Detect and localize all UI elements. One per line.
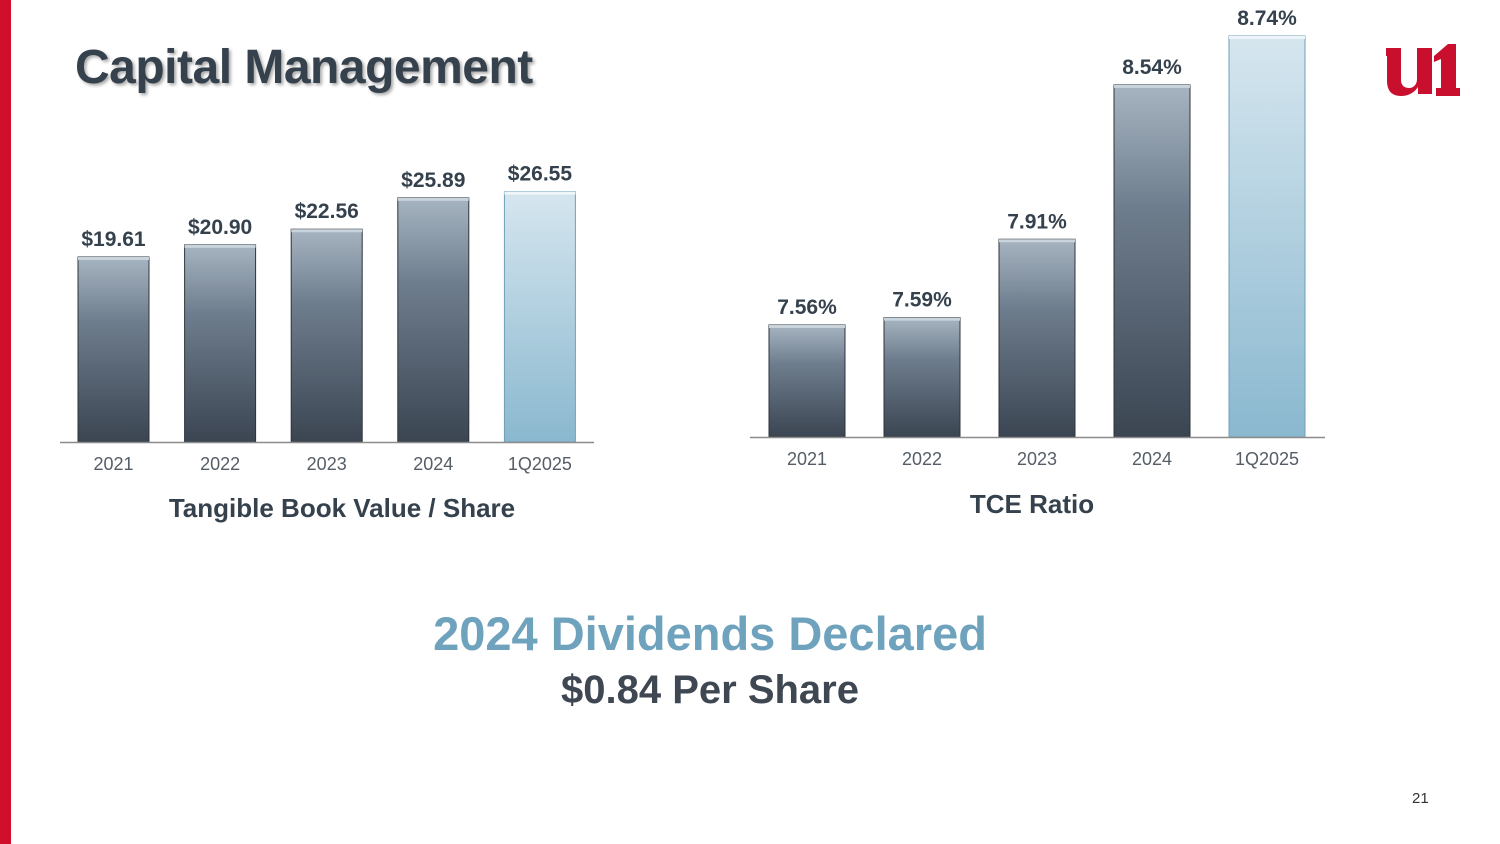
tce-chart: 7.56% 2021 7.59% 2022 7.91% 2023 8.54% 2024 8.74… <box>750 7 1325 519</box>
tbv-value-label-1Q2025: $26.55 <box>508 163 573 186</box>
accent-bar <box>0 0 11 844</box>
tbv-category-label-2023: 2023 <box>307 454 347 474</box>
tbv-bar-2021 <box>77 256 150 443</box>
tce-value-label-2022: 7.59% <box>892 289 952 312</box>
tbv-value-label-2023: $22.56 <box>295 200 359 223</box>
tce-bar-cap-2021 <box>769 325 845 328</box>
tbv-value-label-2024: $25.89 <box>401 169 465 192</box>
tce-bar-2021 <box>768 324 846 438</box>
tbv-category-label-2024: 2024 <box>413 454 453 474</box>
tbv-bar-2023 <box>290 228 363 443</box>
tbv-bar-1Q2025 <box>503 191 576 443</box>
tbv-bar-2022 <box>184 244 257 443</box>
tce-bar-cap-2022 <box>884 317 960 321</box>
tce-bar-cap-2024 <box>1114 84 1190 88</box>
tbv-bar-cap-2021 <box>78 257 149 260</box>
dividends-value: $0.84 Per Share <box>561 668 859 712</box>
tbv-bar-2024 <box>397 197 470 443</box>
tbv-bar-cap-1Q2025 <box>504 191 576 195</box>
tbv-bar-cap-2024 <box>397 197 469 201</box>
tce-bar-2022 <box>883 317 961 438</box>
tce-bar-2024 <box>1113 84 1191 438</box>
tce-category-label-1Q2025: 1Q2025 <box>1235 449 1299 469</box>
tbv-bar-cap-2023 <box>291 229 363 233</box>
tbv-bar-cap-2022 <box>184 244 256 248</box>
tbv-value-label-2022: $20.90 <box>188 216 252 239</box>
tce-bar-2023 <box>998 238 1076 438</box>
tce-bar-1Q2025 <box>1228 35 1306 438</box>
tbv-value-label-2021: $19.61 <box>81 228 146 251</box>
tce-category-label-2023: 2023 <box>1017 449 1057 469</box>
tce-value-label-2021: 7.56% <box>777 296 837 319</box>
u1-logo-icon <box>1384 42 1460 98</box>
tce-value-label-2024: 8.54% <box>1122 56 1182 79</box>
tbv-chart-title: Tangible Book Value / Share <box>169 493 515 523</box>
slide-title: Capital Management <box>75 41 533 94</box>
tce-value-label-1Q2025: 8.74% <box>1237 7 1297 30</box>
tbv-category-label-2022: 2022 <box>200 454 240 474</box>
tbv-chart: $19.61 2021 $20.90 2022 $22.56 2023 $25.89 2024… <box>60 163 594 523</box>
tce-chart-title: TCE Ratio <box>970 489 1094 519</box>
tce-bar-cap-2023 <box>999 239 1075 243</box>
tbv-category-label-1Q2025: 1Q2025 <box>508 454 572 474</box>
dividends-headline: 2024 Dividends Declared <box>433 607 987 660</box>
tce-category-label-2022: 2022 <box>902 449 942 469</box>
page-number: 21 <box>1412 790 1429 807</box>
tce-bar-cap-1Q2025 <box>1229 35 1305 39</box>
tce-category-label-2021: 2021 <box>787 449 827 469</box>
tbv-category-label-2021: 2021 <box>93 454 133 474</box>
tce-value-label-2023: 7.91% <box>1007 210 1067 233</box>
tce-category-label-2024: 2024 <box>1132 449 1172 469</box>
